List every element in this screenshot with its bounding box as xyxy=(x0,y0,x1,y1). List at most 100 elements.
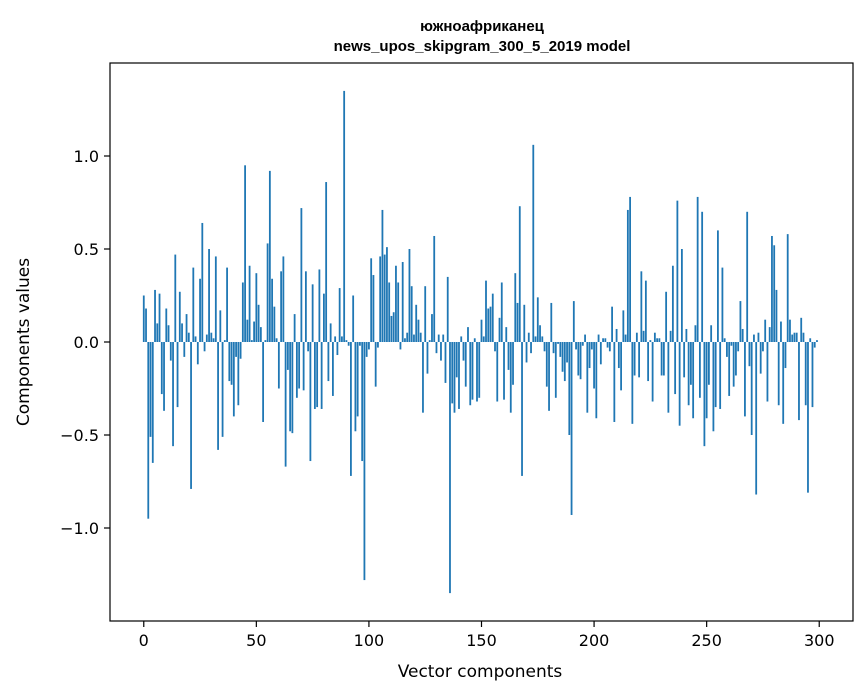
bar xyxy=(620,342,622,391)
bar xyxy=(208,249,210,342)
bar xyxy=(422,342,424,413)
bar xyxy=(442,334,445,342)
bar xyxy=(455,342,458,378)
bar xyxy=(433,235,436,342)
bar xyxy=(811,342,814,408)
bar xyxy=(413,334,415,342)
bar xyxy=(336,342,339,356)
bar xyxy=(309,342,312,462)
bar xyxy=(780,321,782,342)
bar xyxy=(726,342,728,357)
bar xyxy=(142,295,145,342)
bar xyxy=(593,342,595,389)
bar xyxy=(735,342,737,376)
bar xyxy=(746,211,749,342)
bar xyxy=(383,254,386,342)
x-tick-label: 150 xyxy=(466,631,497,650)
bar xyxy=(696,196,699,342)
bar xyxy=(244,165,246,342)
bar xyxy=(802,332,805,342)
bar xyxy=(500,282,503,342)
bar xyxy=(683,342,686,378)
bar xyxy=(469,342,472,406)
bar xyxy=(334,336,337,342)
bar xyxy=(311,284,314,342)
bar xyxy=(744,342,746,417)
bar xyxy=(286,342,289,370)
bar xyxy=(356,342,359,417)
bar xyxy=(419,332,422,342)
bar xyxy=(791,334,794,342)
bar xyxy=(516,302,519,342)
bar xyxy=(570,342,573,515)
bar xyxy=(363,342,366,581)
x-tick-label: 100 xyxy=(354,631,385,650)
bar xyxy=(145,308,147,342)
bar xyxy=(167,325,170,342)
bar xyxy=(748,342,751,367)
bar xyxy=(771,235,773,342)
bar xyxy=(782,342,785,424)
bar xyxy=(192,267,195,342)
bar xyxy=(514,273,517,342)
bar xyxy=(708,342,710,385)
bar xyxy=(816,340,818,342)
bar xyxy=(698,342,701,398)
bar xyxy=(223,340,226,342)
bar xyxy=(444,342,447,383)
bar xyxy=(473,338,476,342)
bar xyxy=(345,340,348,342)
bar xyxy=(437,334,440,342)
bar xyxy=(509,342,512,413)
bar xyxy=(214,256,217,342)
bar xyxy=(541,336,544,342)
bar xyxy=(282,256,285,342)
bar xyxy=(172,342,174,447)
bar xyxy=(298,342,301,389)
bar xyxy=(678,342,681,426)
bar xyxy=(374,342,377,387)
bar xyxy=(611,306,613,342)
bar xyxy=(804,342,807,406)
bar xyxy=(561,342,564,372)
bar xyxy=(151,342,154,463)
bar xyxy=(350,342,352,476)
bar xyxy=(453,342,456,413)
bar xyxy=(717,230,719,342)
bar xyxy=(559,342,562,357)
bar xyxy=(426,342,429,374)
bar xyxy=(800,317,803,342)
bar xyxy=(798,342,800,421)
bar xyxy=(671,265,674,342)
bar xyxy=(289,342,292,432)
bar xyxy=(181,323,183,342)
bar xyxy=(710,325,713,342)
bar xyxy=(232,342,235,417)
bar xyxy=(775,289,778,342)
bar xyxy=(338,288,341,342)
bar xyxy=(676,200,679,342)
bar xyxy=(568,342,571,435)
x-tick-label: 300 xyxy=(804,631,835,650)
bar xyxy=(694,325,697,342)
bar xyxy=(606,342,609,348)
bar xyxy=(732,342,735,387)
bar xyxy=(217,342,219,450)
bar xyxy=(572,301,575,342)
bar xyxy=(322,293,325,342)
bar xyxy=(617,342,620,369)
bar xyxy=(543,342,546,352)
bar xyxy=(230,342,233,385)
bar xyxy=(813,342,816,348)
bar xyxy=(462,342,465,361)
bar xyxy=(557,342,559,344)
bar xyxy=(404,338,406,342)
bar xyxy=(390,315,393,342)
x-tick-label: 250 xyxy=(691,631,722,650)
bar xyxy=(377,342,379,348)
bar xyxy=(313,342,316,409)
bar xyxy=(595,342,598,419)
bar xyxy=(237,342,240,406)
bar xyxy=(381,209,384,342)
bar xyxy=(491,293,494,342)
